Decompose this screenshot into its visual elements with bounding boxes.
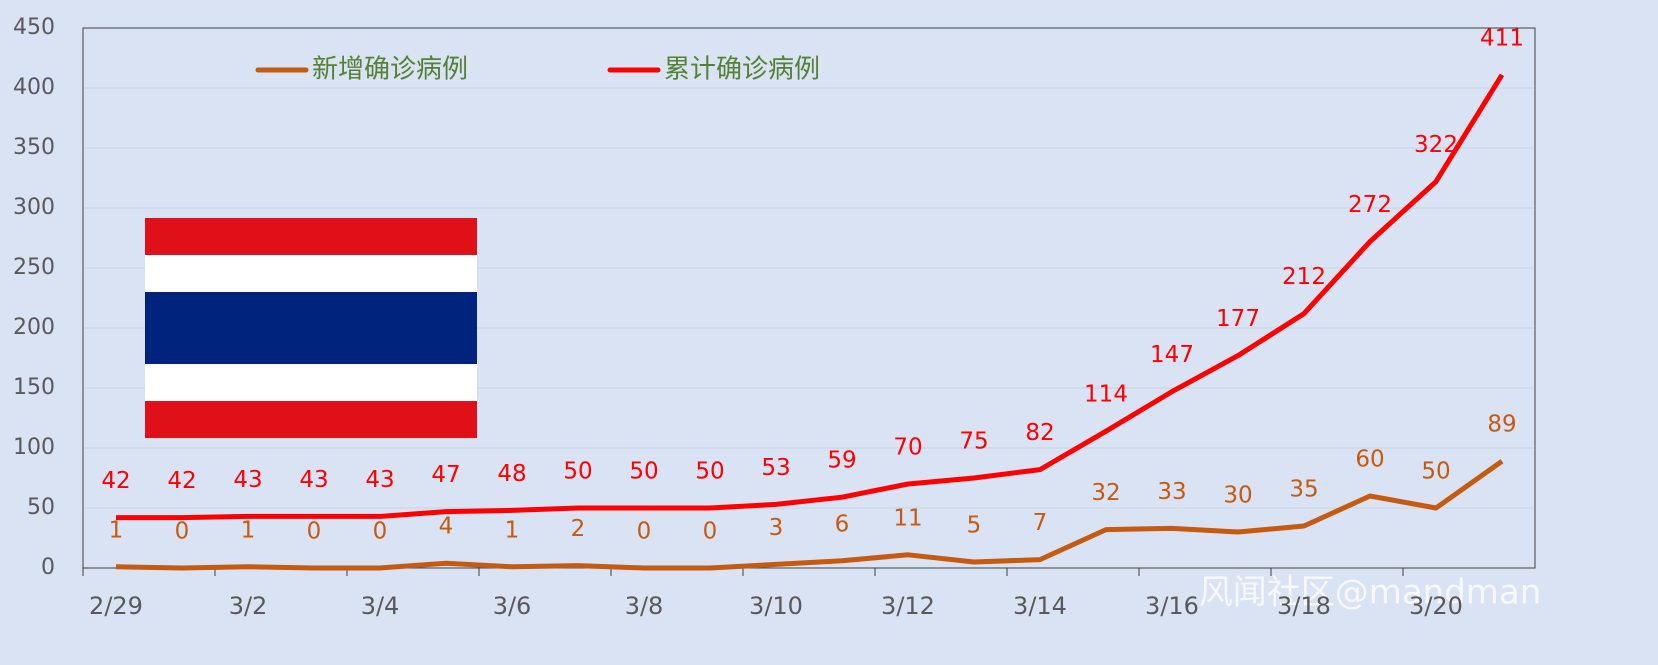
x-tick-label: 2/29 xyxy=(89,592,143,620)
y-tick-label: 400 xyxy=(13,75,55,100)
data-label: 60 xyxy=(1355,447,1384,473)
x-tick-label: 3/8 xyxy=(625,592,664,620)
data-label: 114 xyxy=(1084,382,1128,408)
x-tick-label: 3/18 xyxy=(1277,592,1331,620)
y-tick-label: 300 xyxy=(13,195,55,220)
line xyxy=(115,459,1504,571)
data-label: 212 xyxy=(1282,264,1326,290)
data-label: 35 xyxy=(1289,477,1318,503)
data-label: 43 xyxy=(233,467,262,493)
data-label: 6 xyxy=(835,511,850,537)
data-label: 50 xyxy=(629,459,658,485)
data-label: 43 xyxy=(365,467,394,493)
flag xyxy=(145,218,477,438)
data-label: 11 xyxy=(893,505,922,531)
data-label: 322 xyxy=(1414,132,1458,158)
data-label: 3 xyxy=(769,515,784,541)
data-label: 50 xyxy=(695,459,724,485)
data-label: 4 xyxy=(439,514,454,540)
data-label: 32 xyxy=(1091,480,1120,506)
data-label: 59 xyxy=(827,448,856,474)
data-label: 0 xyxy=(373,519,388,545)
data-label: 82 xyxy=(1025,420,1054,446)
data-label: 89 xyxy=(1487,412,1516,438)
legend: 新增确诊病例 累计确诊病例 xyxy=(255,55,820,85)
data-label: 30 xyxy=(1223,483,1252,509)
data-label: 1 xyxy=(505,517,520,543)
data-label: 177 xyxy=(1216,306,1260,332)
data-label: 53 xyxy=(761,455,790,481)
y-tick-label: 0 xyxy=(41,555,55,580)
y-tick-label: 350 xyxy=(13,135,55,160)
data-label: 147 xyxy=(1150,342,1194,368)
data-label: 0 xyxy=(175,519,190,545)
data-label: 7 xyxy=(1033,510,1048,536)
x-tick-label: 3/12 xyxy=(881,592,935,620)
x-tick-label: 3/20 xyxy=(1409,592,1463,620)
data-label: 42 xyxy=(101,468,130,494)
legend-label: 新增确诊病例 xyxy=(312,55,468,85)
plot-frame xyxy=(82,27,1536,569)
data-label: 50 xyxy=(563,459,592,485)
line xyxy=(116,73,1505,521)
legend-label: 累计确诊病例 xyxy=(664,55,820,85)
data-label: 411 xyxy=(1480,25,1524,51)
y-tick-label: 200 xyxy=(13,315,55,340)
flag-stripe xyxy=(145,292,477,364)
data-label: 2 xyxy=(571,516,586,542)
watermark: 风闻社区@mandman xyxy=(1199,573,1542,613)
x-tick-label: 3/10 xyxy=(749,592,803,620)
y-tick-label: 150 xyxy=(13,375,55,400)
data-label: 50 xyxy=(1421,459,1450,485)
data-label: 0 xyxy=(637,519,652,545)
data-label: 48 xyxy=(497,461,526,487)
x-tick-label: 3/2 xyxy=(229,592,268,620)
y-tick-label: 450 xyxy=(13,15,55,40)
y-tick-label: 100 xyxy=(13,435,55,460)
data-label: 70 xyxy=(893,435,922,461)
data-label: 272 xyxy=(1348,192,1392,218)
data-label: 47 xyxy=(431,462,460,488)
data-label: 33 xyxy=(1157,479,1186,505)
data-label: 5 xyxy=(967,513,982,539)
x-tick-label: 3/4 xyxy=(361,592,400,620)
x-tick-label: 3/16 xyxy=(1145,592,1199,620)
y-tick-label: 250 xyxy=(13,255,55,280)
x-tick-label: 3/6 xyxy=(493,592,532,620)
x-tick-label: 3/14 xyxy=(1013,592,1067,620)
data-label: 42 xyxy=(167,468,196,494)
data-label: 75 xyxy=(959,429,988,455)
y-tick-label: 50 xyxy=(27,495,55,520)
data-label: 1 xyxy=(241,517,256,543)
data-label: 43 xyxy=(299,467,328,493)
data-label: 0 xyxy=(307,519,322,545)
data-label: 0 xyxy=(703,519,718,545)
data-label: 1 xyxy=(109,517,124,543)
